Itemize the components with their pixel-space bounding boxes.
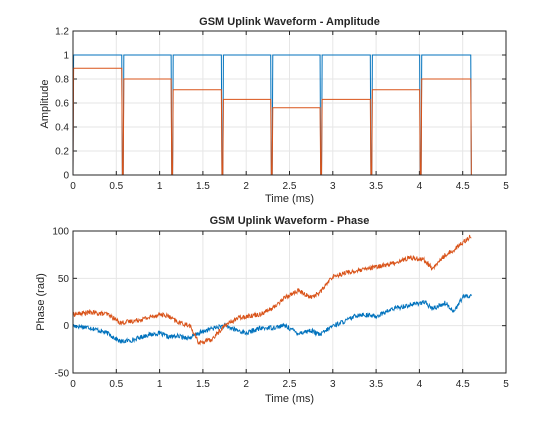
- amplitude-y-tick-label: 0.8: [55, 75, 69, 86]
- phase-x-tick-label: 0: [70, 379, 76, 390]
- phase-x-tick-label: 4: [417, 379, 423, 390]
- amplitude-x-tick-label: 4.5: [456, 181, 470, 192]
- phase-x-axis-label: Time (ms): [265, 393, 314, 405]
- phase-x-tick-label: 0.5: [109, 379, 123, 390]
- amplitude-x-axis-label: Time (ms): [265, 193, 314, 205]
- phase-series-1-line: [73, 293, 472, 344]
- phase-axes-frame: [72, 230, 507, 374]
- phase-y-tick-label: 50: [58, 274, 70, 285]
- phase-data: [73, 234, 472, 346]
- phase-x-tick-label: 3: [330, 379, 336, 390]
- phase-y-axis-label: Phase (rad): [35, 273, 47, 330]
- phase-x-tick-label: 3.5: [369, 379, 383, 390]
- phase-x-tick-label: 2.5: [283, 379, 297, 390]
- amplitude-y-tick-label: 0: [63, 171, 69, 182]
- amplitude-x-tick-label: 2: [243, 181, 249, 192]
- phase-x-tick-label: 4.5: [456, 379, 470, 390]
- phase-y-tick-label: 0: [63, 321, 69, 332]
- amplitude-axes-frame: [72, 30, 507, 176]
- amplitude-x-tick-label: 5: [503, 181, 509, 192]
- phase-x-tick-label: 2: [243, 379, 249, 390]
- phase-chart-title: GSM Uplink Waveform - Phase: [210, 215, 370, 227]
- amplitude-y-tick-label: 0.4: [55, 123, 69, 134]
- amplitude-y-tick-label: 0.2: [55, 147, 69, 158]
- amplitude-chart-title: GSM Uplink Waveform - Amplitude: [199, 16, 380, 28]
- phase-y-tick-label: -50: [55, 369, 70, 380]
- amplitude-y-tick-label: 0.6: [55, 99, 69, 110]
- amplitude-x-tick-label: 4: [417, 181, 423, 192]
- amplitude-axes: 0 0.5 1 1.5 2 2.5 3 3.5 4 4.5 5 0 0.2 0.4 0.6 0.8 1 1.2 GS…: [39, 16, 509, 205]
- amplitude-x-tick-label: 1.5: [196, 181, 210, 192]
- amplitude-series-1-line: [73, 54, 472, 175]
- amplitude-series-2-line: [73, 67, 472, 175]
- phase-x-tick-label: 1: [157, 379, 163, 390]
- amplitude-x-tick-label: 0.5: [109, 181, 123, 192]
- amplitude-x-tick-label: 1: [157, 181, 163, 192]
- amplitude-x-tick-label: 0: [70, 181, 76, 192]
- amplitude-data: [73, 54, 472, 175]
- amplitude-y-axis-label: Amplitude: [39, 80, 51, 129]
- amplitude-y-tick-label: 1.2: [55, 27, 69, 38]
- phase-y-tick-label: 100: [52, 227, 69, 238]
- phase-x-tick-label: 5: [503, 379, 509, 390]
- phase-series-2-line: [73, 234, 472, 346]
- amplitude-y-tick-label: 1: [63, 51, 69, 62]
- amplitude-x-tick-label: 3: [330, 181, 336, 192]
- phase-x-tick-label: 1.5: [196, 379, 210, 390]
- amplitude-x-tick-label: 2.5: [283, 181, 297, 192]
- amplitude-x-tick-label: 3.5: [369, 181, 383, 192]
